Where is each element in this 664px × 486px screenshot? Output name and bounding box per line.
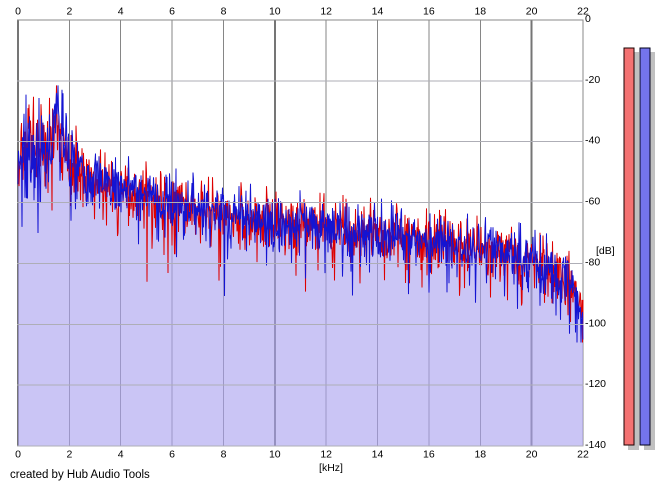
svg-text:12: 12 [320,6,332,18]
svg-text:6: 6 [169,6,175,18]
svg-text:-20: -20 [585,74,600,86]
svg-text:4: 4 [118,449,124,461]
svg-text:18: 18 [474,449,486,461]
svg-text:10: 10 [269,6,281,18]
svg-text:14: 14 [372,449,384,461]
svg-text:-40: -40 [585,135,600,147]
svg-text:4: 4 [118,6,124,18]
svg-text:2: 2 [66,449,72,461]
svg-text:-100: -100 [585,317,606,329]
svg-text:-140: -140 [585,439,606,451]
svg-text:8: 8 [221,449,227,461]
svg-text:12: 12 [320,449,332,461]
svg-text:created by Hub Audio Tools: created by Hub Audio Tools [10,469,150,481]
svg-text:8: 8 [221,6,227,18]
svg-text:-60: -60 [585,196,600,208]
svg-text:16: 16 [423,6,435,18]
svg-text:6: 6 [169,449,175,461]
svg-text:0: 0 [15,449,21,461]
svg-text:0: 0 [585,13,591,25]
svg-text:-120: -120 [585,378,606,390]
svg-text:10: 10 [269,449,281,461]
svg-text:22: 22 [577,6,589,18]
svg-text:22: 22 [577,449,589,461]
svg-text:[dB]: [dB] [596,245,615,257]
svg-text:20: 20 [526,6,538,18]
svg-text:[kHz]: [kHz] [319,462,343,474]
svg-text:0: 0 [15,6,21,18]
svg-text:14: 14 [372,6,384,18]
svg-text:16: 16 [423,449,435,461]
svg-text:2: 2 [66,6,72,18]
svg-text:18: 18 [474,6,486,18]
svg-text:20: 20 [526,449,538,461]
svg-text:-80: -80 [585,256,600,268]
